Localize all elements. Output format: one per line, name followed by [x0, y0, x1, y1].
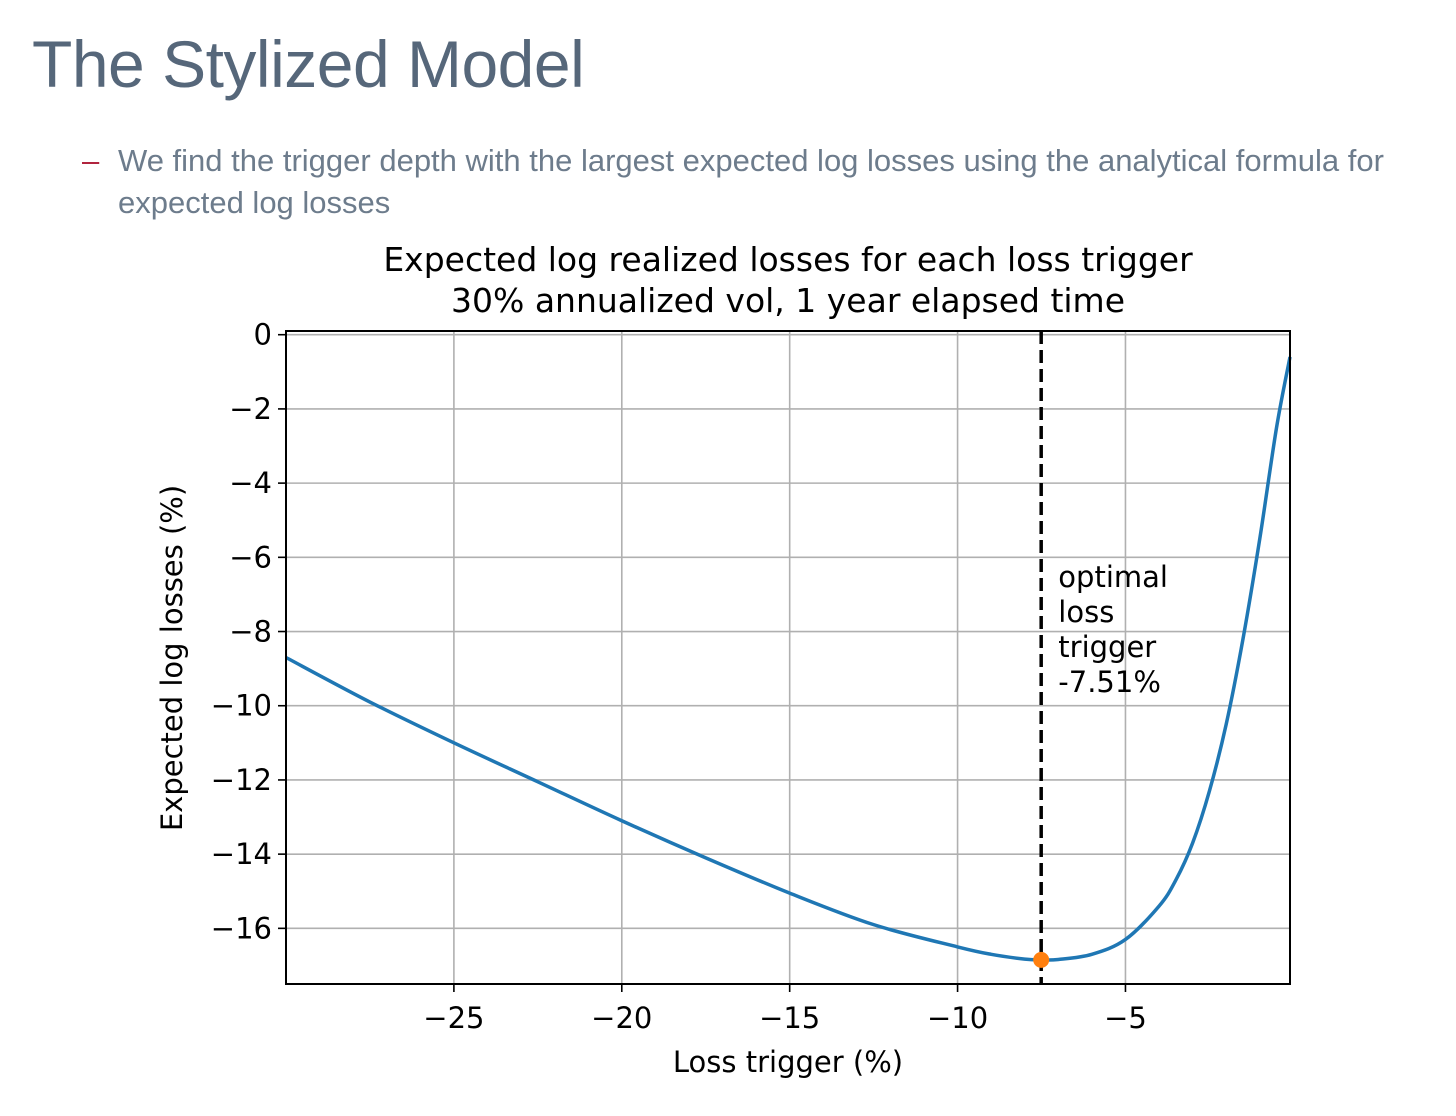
y-tick-label: −14 [211, 837, 272, 871]
optimal-trigger-annotation: -7.51% [1058, 665, 1161, 699]
optimal-trigger-annotation: trigger [1058, 630, 1156, 664]
x-tick-label: −15 [759, 1001, 820, 1035]
y-tick-label: −16 [211, 911, 272, 945]
plot-frame [285, 330, 1291, 985]
y-tick-label: −6 [229, 540, 272, 574]
chart-title: Expected log realized losses for each lo… [383, 240, 1193, 279]
x-axis-label: Loss trigger (%) [673, 1045, 903, 1079]
bullet-point: – We find the trigger depth with the lar… [82, 140, 1422, 224]
optimal-trigger-annotation: optimal [1058, 560, 1168, 594]
x-tick-label: −10 [927, 1001, 988, 1035]
y-axis-label: Expected log losses (%) [155, 485, 189, 831]
y-tick-label: −2 [229, 392, 272, 426]
y-tick-label: −8 [229, 615, 272, 649]
chart-subtitle: 30% annualized vol, 1 year elapsed time [451, 281, 1125, 320]
optimum-point [1033, 951, 1050, 968]
bullet-dash: – [82, 143, 100, 178]
x-tick-label: −20 [591, 1001, 652, 1035]
y-tick-label: −12 [211, 763, 272, 797]
slide-title: The Stylized Model [32, 27, 585, 101]
bullet-text: We find the trigger depth with the large… [118, 143, 1384, 220]
y-tick-label: 0 [254, 318, 272, 352]
y-tick-label: −4 [229, 466, 272, 500]
optimal-trigger-annotation: loss [1058, 595, 1114, 629]
x-tick-label: −5 [1104, 1001, 1147, 1035]
y-tick-label: −10 [211, 689, 272, 723]
x-tick-label: −25 [423, 1001, 484, 1035]
